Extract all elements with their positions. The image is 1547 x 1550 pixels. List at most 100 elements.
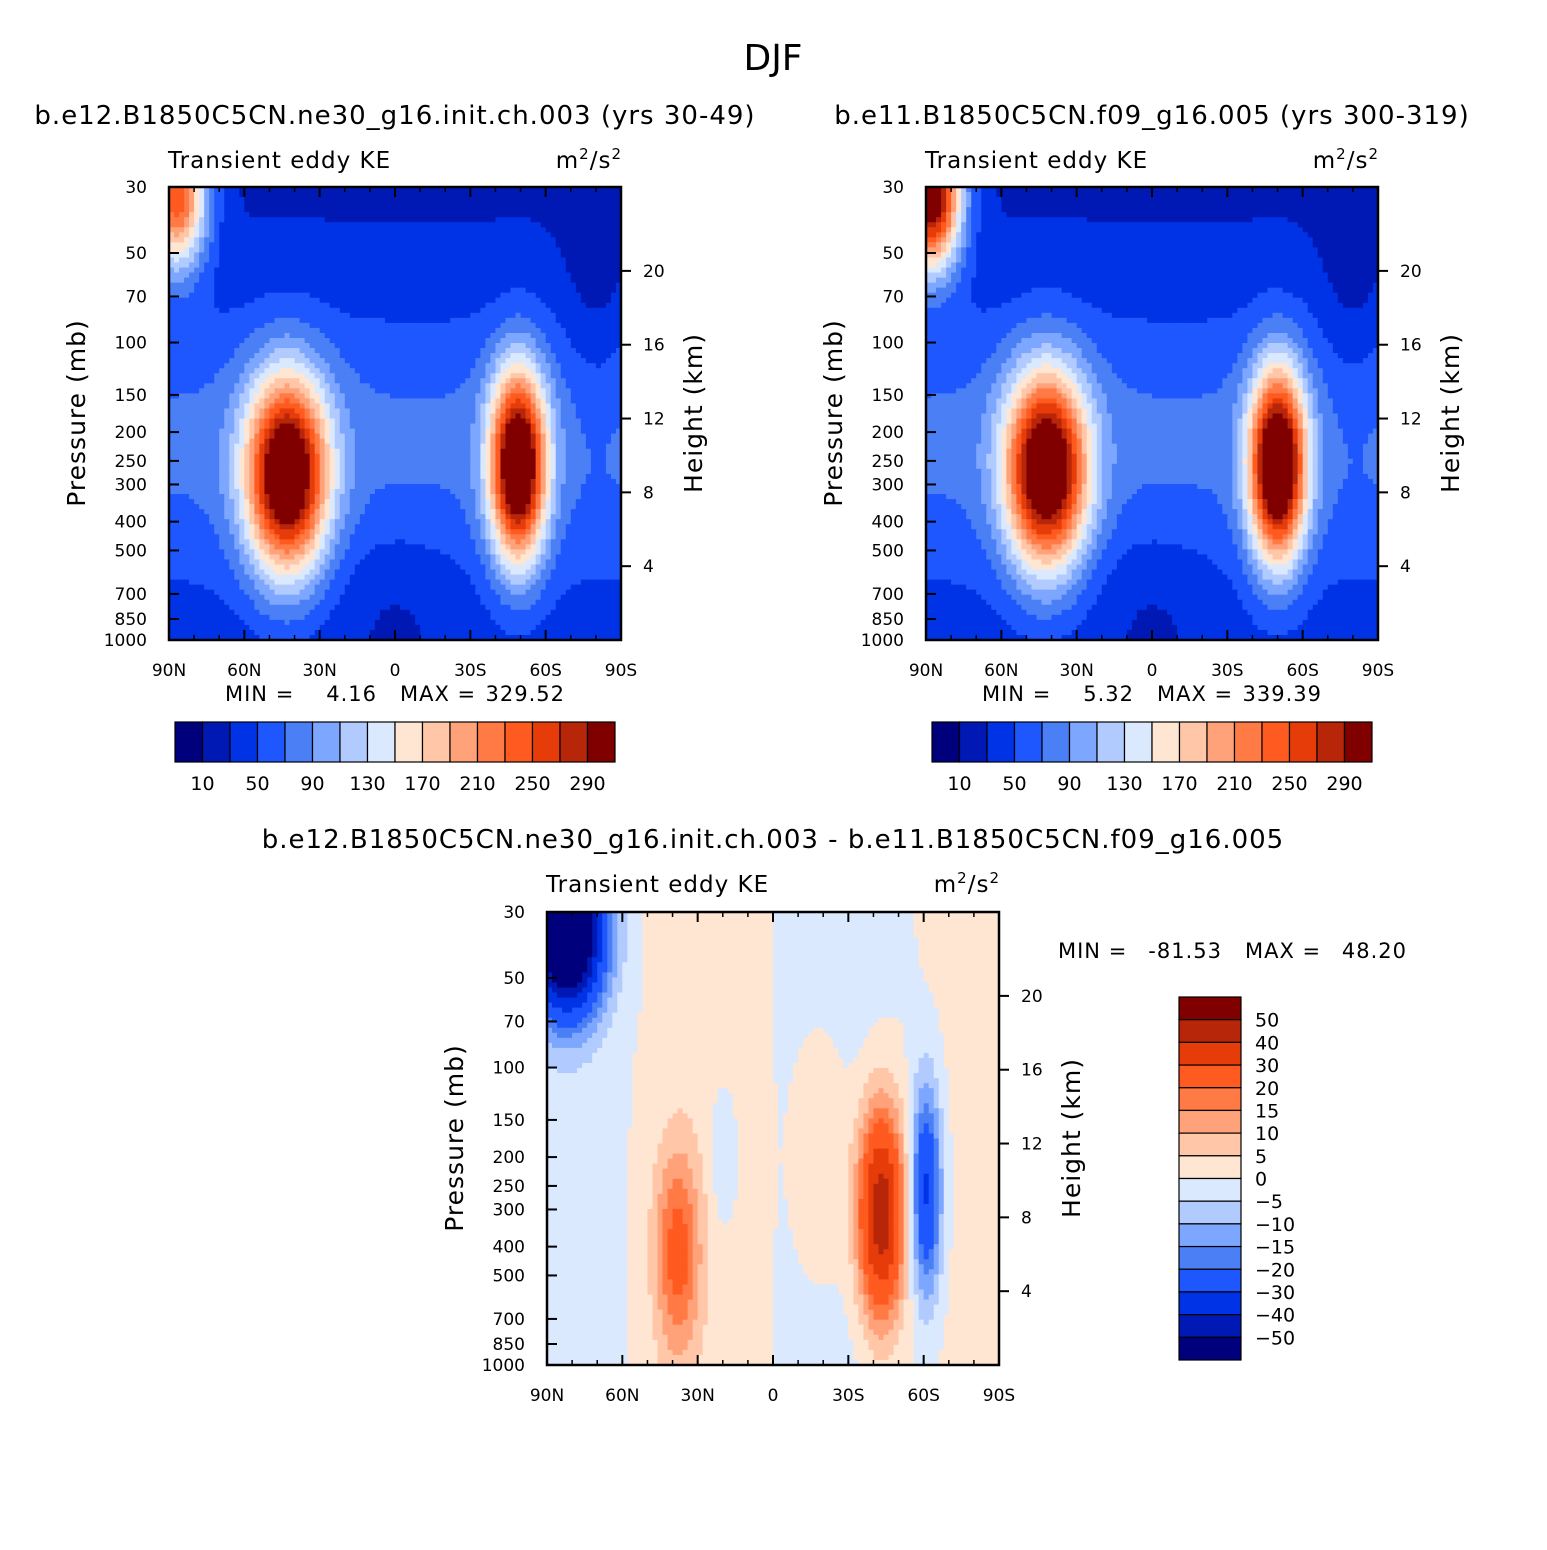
contour-cell [229, 418, 235, 425]
contour-cell [214, 353, 220, 359]
contour-cell [480, 272, 486, 279]
contour-cell [415, 322, 421, 329]
contour-cell [485, 187, 492, 193]
contour-cell [410, 338, 416, 344]
contour-cell [379, 338, 386, 344]
contour-cell [520, 332, 527, 339]
contour-cell [565, 453, 572, 460]
contour-cell [219, 413, 225, 420]
contour-cell [249, 327, 255, 334]
contour-cell [560, 187, 567, 193]
contour-cell [485, 292, 492, 299]
contour-cell [194, 327, 200, 334]
contour-cell [550, 292, 557, 299]
contour-cell [339, 297, 346, 304]
contour-cell [389, 272, 396, 279]
contour-cell [264, 458, 271, 465]
contour-cell [349, 428, 356, 435]
contour-cell [495, 307, 502, 314]
contour-cell [244, 363, 250, 369]
contour-cell [279, 217, 286, 223]
contour-cell [530, 252, 537, 259]
contour-cell [395, 378, 401, 384]
contour-cell [535, 212, 542, 218]
contour-cell [239, 338, 245, 344]
contour-cell [400, 237, 406, 243]
contour-cell [395, 292, 401, 299]
contour-cell [590, 458, 597, 465]
contour-cell [505, 358, 512, 364]
contour-cell [339, 237, 346, 243]
contour-cell [269, 363, 276, 369]
contour-cell [530, 408, 537, 415]
contour-cell [455, 413, 461, 420]
contour-cell [595, 373, 602, 379]
contour-cell [264, 297, 271, 304]
contour-cell [435, 232, 441, 238]
contour-cell [389, 262, 396, 269]
contour-cell [400, 312, 406, 319]
contour-cell [354, 237, 361, 243]
contour-cell [384, 438, 391, 445]
contour-cell [405, 322, 411, 329]
contour-cell [354, 338, 361, 344]
contour-cell [435, 413, 441, 420]
contour-cell [204, 338, 210, 344]
contour-cell [510, 332, 517, 339]
contour-cell [550, 428, 557, 435]
contour-cell [555, 217, 562, 223]
contour-cell [184, 458, 190, 465]
contour-cell [239, 348, 245, 354]
contour-cell [199, 242, 205, 248]
contour-cell [545, 438, 552, 445]
contour-cell [304, 312, 311, 319]
contour-cell [349, 222, 356, 228]
contour-cell [405, 312, 411, 319]
contour-cell [229, 242, 235, 248]
contour-cell [405, 378, 411, 384]
contour-cell [450, 423, 456, 430]
contour-cell [615, 388, 622, 394]
contour-cell [329, 338, 336, 344]
contour-cell [289, 383, 296, 389]
contour-cell [294, 403, 301, 410]
contour-cell [430, 453, 436, 460]
contour-cell [269, 327, 276, 334]
contour-cell [299, 202, 306, 208]
contour-cell [590, 302, 597, 309]
contour-cell [169, 237, 175, 243]
contour-cell [314, 312, 321, 319]
contour-cell [580, 383, 587, 389]
contour-cell [600, 327, 607, 334]
contour-cell [525, 358, 532, 364]
contour-cell [590, 383, 597, 389]
contour-cell [425, 237, 431, 243]
contour-cell [500, 378, 507, 384]
contour-cell [314, 448, 321, 455]
contour-cell [194, 187, 200, 193]
contour-cell [570, 358, 577, 364]
contour-cell [480, 292, 486, 299]
contour-cell [490, 408, 497, 415]
contour-cell [189, 227, 195, 233]
contour-cell [460, 227, 466, 233]
contour-cell [440, 277, 446, 284]
contour-cell [189, 327, 195, 334]
contour-cell [309, 227, 316, 233]
contour-cell [249, 262, 255, 269]
contour-cell [605, 242, 612, 248]
contour-cell [214, 463, 220, 470]
contour-cell [384, 242, 391, 248]
contour-cell [204, 378, 210, 384]
contour-cell [480, 322, 486, 329]
contour-cell [475, 327, 481, 334]
contour-cell [415, 267, 421, 274]
contour-cell [329, 413, 336, 420]
contour-cell [314, 463, 321, 470]
contour-cell [364, 197, 371, 203]
contour-cell [440, 368, 446, 374]
contour-cell [500, 423, 507, 430]
contour-cell [460, 237, 466, 243]
contour-cell [204, 332, 210, 339]
contour-cell [445, 413, 451, 420]
